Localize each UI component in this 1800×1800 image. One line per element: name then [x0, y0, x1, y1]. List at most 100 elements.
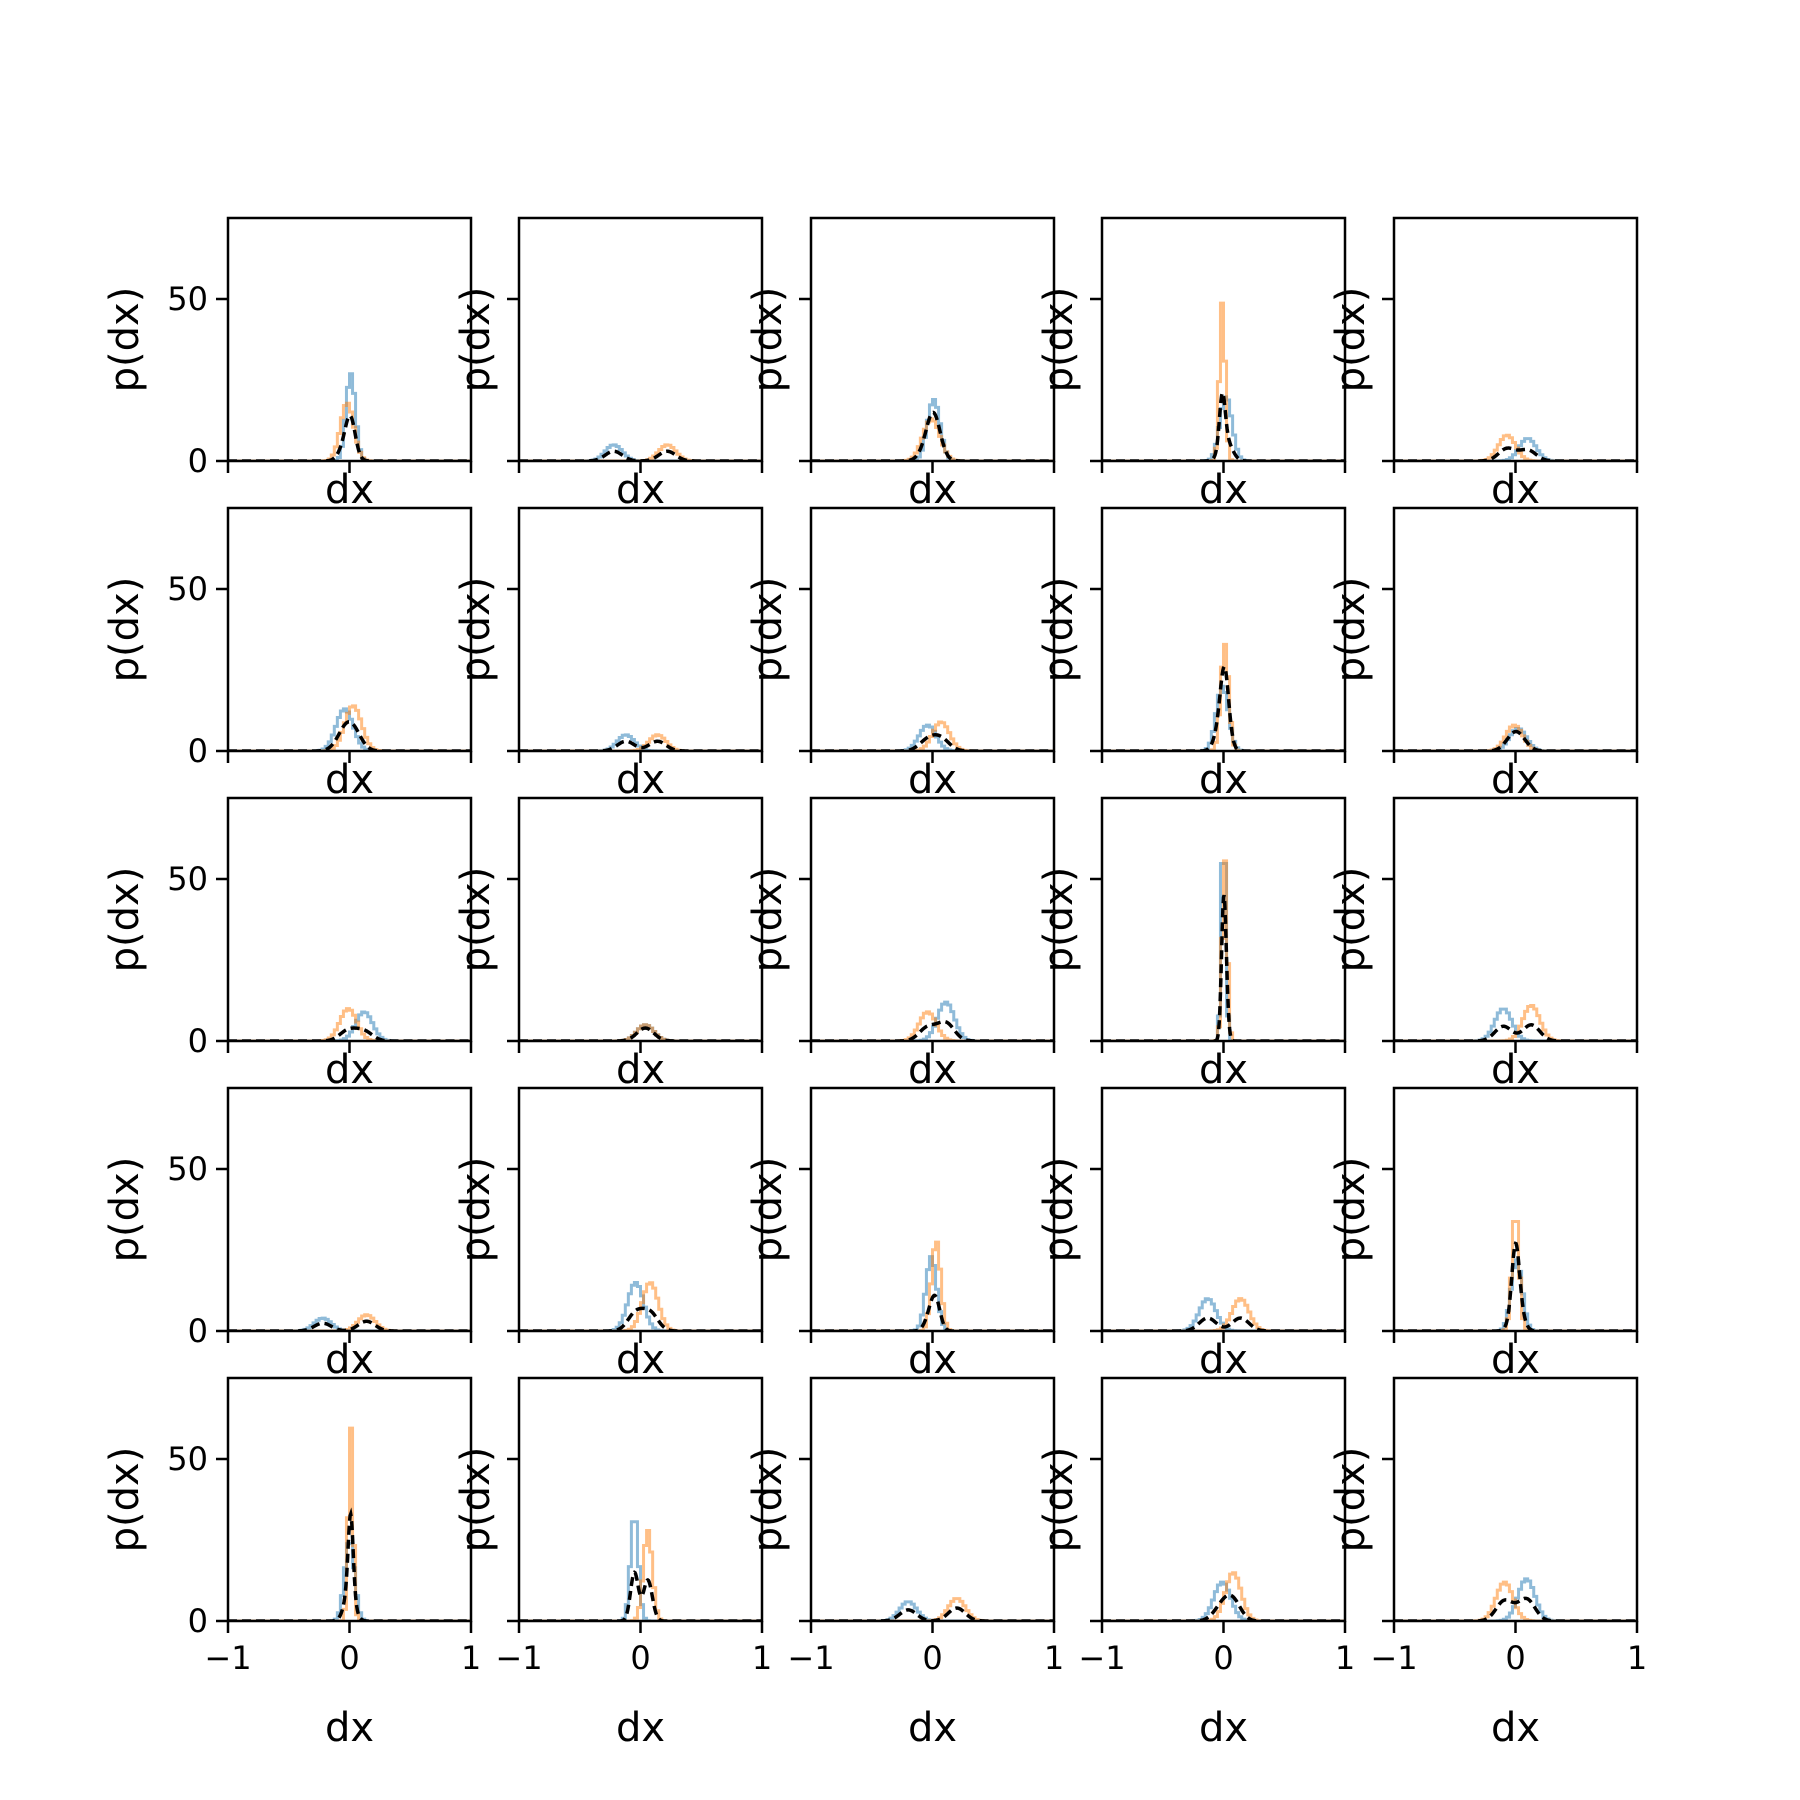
- histogram-series-b: [1102, 859, 1345, 1041]
- histogram-series-a: [519, 733, 762, 751]
- histogram-series-a: [1394, 726, 1637, 751]
- x-axis-label: dx: [1491, 1047, 1540, 1093]
- histogram-series-b: [1394, 1004, 1637, 1041]
- histogram-series-b: [1102, 1571, 1345, 1621]
- y-axis-label: p(dx): [102, 577, 148, 683]
- histogram-series-a: [519, 1280, 762, 1331]
- histogram-series-b: [1102, 301, 1345, 461]
- histogram-series-b: [811, 720, 1054, 751]
- x-axis-label: dx: [1491, 467, 1540, 513]
- panel-r5-c5: −1 0 1 p(dx) dx: [1328, 1376, 1647, 1751]
- panel-plot-area: [519, 1280, 762, 1331]
- histogram-series-a: [1394, 1258, 1637, 1331]
- panel-r5-c3: −1 0 1 p(dx) dx: [745, 1376, 1064, 1751]
- x-axis-label: dx: [616, 1047, 665, 1093]
- x-axis-label: dx: [616, 1705, 665, 1751]
- panel-r2-c1: 0 50 p(dx) dx: [102, 506, 473, 803]
- y-axis-label: p(dx): [1328, 867, 1374, 973]
- panel-plot-area: [1102, 1297, 1345, 1331]
- x-axis-label: dx: [1199, 1705, 1248, 1751]
- y-axis-label: p(dx): [745, 287, 791, 393]
- x-axis-label: dx: [616, 467, 665, 513]
- y-tick-label: 0: [188, 1022, 208, 1060]
- x-tick-label: −1: [1370, 1639, 1417, 1677]
- y-axis-label: p(dx): [102, 1447, 148, 1553]
- panel-r5-c2: −1 0 1 p(dx) dx: [453, 1376, 772, 1751]
- mixture-density-line: [519, 1306, 762, 1331]
- y-axis-label: p(dx): [1328, 1157, 1374, 1263]
- panel-r4-c2: p(dx) dx: [453, 1086, 764, 1383]
- panel-plot-area: [1394, 1004, 1637, 1041]
- x-axis-label: dx: [325, 1337, 374, 1383]
- panel-plot-area: [1394, 1220, 1637, 1331]
- histogram-series-a: [811, 1000, 1054, 1041]
- y-axis-label: p(dx): [1328, 1447, 1374, 1553]
- x-tick-label: 0: [922, 1639, 942, 1677]
- y-axis-label: p(dx): [453, 577, 499, 683]
- x-tick-label: 0: [1213, 1639, 1233, 1677]
- panel-plot-area: [228, 1007, 471, 1041]
- x-axis-label: dx: [325, 1705, 374, 1751]
- histogram-series-b: [228, 1426, 471, 1621]
- x-axis-label: dx: [1199, 467, 1248, 513]
- y-tick-label: 0: [188, 732, 208, 770]
- y-axis-label: p(dx): [1036, 577, 1082, 683]
- panel-r1-c1: 0 50 p(dx) dx: [102, 216, 473, 513]
- panel-r3-c2: p(dx) dx: [453, 796, 764, 1093]
- histogram-series-b: [228, 401, 471, 461]
- y-axis-label: p(dx): [745, 577, 791, 683]
- panel-plot-area: [1394, 723, 1637, 751]
- histogram-series-b: [519, 1281, 762, 1331]
- histogram-series-b: [811, 1240, 1054, 1331]
- histogram-series-b: [228, 1007, 471, 1041]
- histogram-series-a: [228, 1316, 471, 1331]
- panel-plot-area: [1102, 642, 1345, 751]
- panel-plot-area: [811, 398, 1054, 461]
- x-tick-label: 1: [1627, 1639, 1647, 1677]
- histogram-series-a: [1394, 437, 1637, 461]
- y-tick-label: 50: [167, 570, 208, 608]
- histogram-series-a: [1102, 1580, 1345, 1621]
- panel-plot-area: [1102, 859, 1345, 1041]
- panel-plot-area: [1102, 301, 1345, 461]
- mixture-density-line: [1394, 1596, 1637, 1621]
- histogram-series-a: [519, 443, 762, 461]
- panel-plot-area: [519, 1520, 762, 1621]
- panel-r4-c5: p(dx) dx: [1328, 1086, 1639, 1383]
- panel-plot-area: [1394, 433, 1637, 461]
- histogram-series-b: [228, 1313, 471, 1331]
- panel-r3-c3: p(dx) dx: [745, 796, 1056, 1093]
- panel-r2-c2: p(dx) dx: [453, 506, 764, 803]
- x-tick-label: −1: [787, 1639, 834, 1677]
- y-axis-label: p(dx): [1328, 577, 1374, 683]
- y-axis-label: p(dx): [1036, 287, 1082, 393]
- histogram-series-b: [1394, 723, 1637, 751]
- histogram-series-a: [811, 398, 1054, 461]
- x-axis-label: dx: [325, 467, 374, 513]
- mixture-density-line: [1394, 1241, 1637, 1331]
- histogram-series-b: [519, 1528, 762, 1621]
- mixture-density-line: [1102, 664, 1345, 751]
- x-axis-label: dx: [1199, 1337, 1248, 1383]
- y-tick-label: 0: [188, 1602, 208, 1640]
- y-axis-label: p(dx): [102, 867, 148, 973]
- y-axis-label: p(dx): [745, 1157, 791, 1263]
- histogram-series-a: [811, 723, 1054, 751]
- y-tick-label: 50: [167, 860, 208, 898]
- mixture-density-line: [811, 733, 1054, 751]
- panel-plot-area: [228, 1313, 471, 1331]
- panel-plot-area: [228, 704, 471, 751]
- y-axis-label: p(dx): [1036, 1447, 1082, 1553]
- histogram-series-b: [1102, 1297, 1345, 1331]
- x-axis-label: dx: [1491, 1337, 1540, 1383]
- y-axis-label: p(dx): [453, 287, 499, 393]
- x-axis-label: dx: [1491, 757, 1540, 803]
- histogram-series-b: [1394, 1580, 1637, 1621]
- panel-r3-c1: 0 50 p(dx) dx: [102, 796, 473, 1093]
- x-axis-label: dx: [616, 1337, 665, 1383]
- x-axis-label: dx: [908, 1047, 957, 1093]
- y-axis-label: p(dx): [745, 867, 791, 973]
- mixture-density-line: [1394, 729, 1637, 751]
- y-axis-label: p(dx): [453, 1157, 499, 1263]
